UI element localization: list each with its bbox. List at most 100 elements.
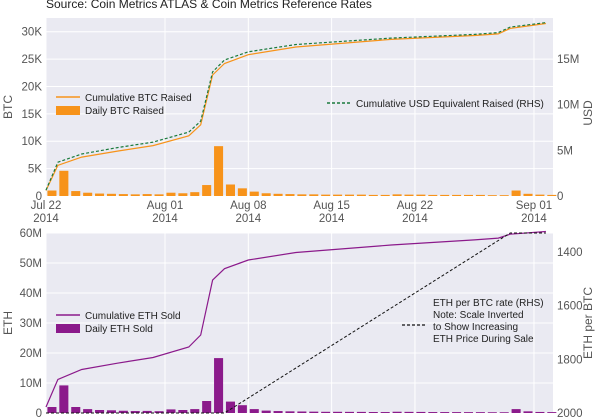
- y-tick-label: 30K: [22, 27, 43, 39]
- x-tick-label: Sep 01: [516, 200, 552, 212]
- bottom-y2-axis-label: ETH per BTC: [581, 287, 595, 359]
- bar-daily-btc: [499, 195, 509, 196]
- y-tick-label: 50M: [20, 258, 42, 270]
- bar-daily-btc: [547, 194, 557, 196]
- bar-daily-btc: [309, 194, 319, 196]
- y2-tick-label: 10M: [557, 100, 579, 112]
- y2-tick-label: 0: [557, 191, 563, 203]
- bar-daily-btc: [392, 194, 402, 196]
- bar-daily-eth: [237, 405, 247, 413]
- bar-daily-eth: [47, 407, 57, 413]
- bar-daily-eth: [106, 410, 116, 413]
- legend-note-eth-price: ETH Price During Sale: [433, 334, 534, 345]
- cumulative-eth-line: [45, 230, 546, 408]
- bottom-y2-ticks: 1400 1600 1800 2000: [557, 247, 583, 418]
- cumulative-btc-line: [45, 22, 546, 191]
- bar-daily-eth: [428, 412, 438, 413]
- legend-swatch-daily-eth: [56, 324, 80, 333]
- top-legend-right: Cumulative USD Equivalent Raised (RHS): [327, 99, 544, 110]
- legend-label-daily-btc: Daily BTC Raised: [85, 106, 164, 117]
- y-tick-label: 0: [36, 191, 42, 203]
- bar-daily-btc: [237, 188, 247, 196]
- bar-daily-eth: [499, 412, 509, 413]
- y-tick-label: 10K: [22, 136, 43, 148]
- bar-daily-btc: [416, 194, 426, 196]
- bottom-panel: 0 10M 20M 30M 40M 50M 60M 1400 1600 1800 2000 ETH…: [1, 228, 595, 418]
- legend-label-cumulative-btc: Cumulative BTC Raised: [85, 93, 192, 104]
- x-tick-year: 2014: [236, 213, 262, 225]
- bar-daily-btc: [47, 190, 57, 196]
- y-tick-label: 20M: [20, 348, 42, 360]
- bar-daily-eth: [392, 411, 402, 413]
- bar-daily-eth: [190, 409, 200, 413]
- bar-daily-eth: [404, 411, 414, 413]
- y-tick-label: 15K: [22, 109, 43, 121]
- x-tick-year: 2014: [33, 213, 59, 225]
- bar-daily-btc: [463, 194, 474, 196]
- bar-daily-eth: [142, 410, 152, 413]
- y2-tick-label: 1800: [557, 354, 583, 366]
- bar-daily-btc: [440, 194, 450, 196]
- bar-daily-eth: [547, 412, 557, 413]
- bar-daily-btc: [202, 185, 212, 196]
- y2-tick-label: 15M: [557, 54, 579, 66]
- y2-tick-label: 1600: [557, 301, 583, 313]
- bar-daily-eth: [463, 412, 474, 413]
- bar-daily-eth: [452, 412, 462, 413]
- bar-daily-btc: [511, 190, 521, 196]
- bar-daily-eth: [71, 407, 81, 413]
- x-tick-year: 2014: [521, 213, 547, 225]
- bar-daily-btc: [130, 194, 140, 196]
- y2-tick-label: 2000: [557, 408, 583, 418]
- legend-label-daily-eth: Daily ETH Sold: [85, 324, 153, 335]
- bar-daily-eth: [83, 409, 93, 413]
- bar-daily-btc: [214, 146, 224, 196]
- bar-daily-btc: [475, 194, 485, 196]
- bottom-legend-left: Cumulative ETH Sold Daily ETH Sold: [56, 311, 181, 335]
- bar-daily-eth: [95, 410, 105, 413]
- top-y2-axis-label: USD: [581, 100, 595, 126]
- y-tick-label: 40M: [20, 288, 42, 300]
- bar-daily-btc: [249, 191, 259, 196]
- bar-daily-eth: [285, 411, 295, 413]
- bar-daily-btc: [368, 194, 378, 196]
- bar-daily-eth: [523, 411, 533, 413]
- legend-note-scale-inverted: Note: Scale Inverted: [433, 310, 524, 321]
- cumulative-usd-line: [45, 22, 546, 191]
- bar-daily-btc: [71, 191, 81, 196]
- bar-daily-eth: [356, 411, 366, 413]
- bar-daily-btc: [523, 193, 533, 196]
- legend-label-eth-per-btc: ETH per BTC rate (RHS): [433, 298, 544, 309]
- y-tick-label: 25K: [22, 54, 43, 66]
- x-tick-label: Jul 22: [31, 200, 62, 212]
- top-gridlines: [45, 18, 553, 197]
- bar-daily-btc: [261, 193, 271, 196]
- x-tick-label: Aug 22: [397, 200, 433, 212]
- x-tick-label: Aug 08: [230, 200, 266, 212]
- bar-daily-eth: [261, 410, 271, 413]
- bar-daily-btc: [142, 194, 152, 196]
- bar-daily-btc: [356, 194, 366, 196]
- bar-daily-eth: [535, 411, 545, 413]
- bar-daily-eth: [511, 409, 521, 413]
- daily-btc-bars: [47, 146, 557, 196]
- legend-label-cumulative-eth: Cumulative ETH Sold: [85, 311, 181, 322]
- bar-daily-btc: [190, 192, 200, 196]
- bar-daily-btc: [225, 184, 235, 196]
- bar-daily-btc: [404, 194, 414, 196]
- bar-daily-eth: [214, 358, 224, 413]
- bar-daily-eth: [118, 410, 128, 413]
- bar-daily-eth: [333, 411, 343, 413]
- y-tick-label: 5K: [28, 164, 42, 176]
- legend-swatch-daily-btc: [56, 106, 80, 115]
- bar-daily-eth: [59, 385, 69, 413]
- bar-daily-btc: [321, 194, 331, 196]
- bar-daily-btc: [95, 193, 105, 196]
- bar-daily-btc: [333, 194, 343, 196]
- bar-daily-btc: [106, 193, 116, 196]
- bar-daily-btc: [452, 194, 462, 196]
- top-y2-ticks: 0 5M 10M 15M: [557, 54, 579, 203]
- bar-daily-btc: [83, 192, 93, 196]
